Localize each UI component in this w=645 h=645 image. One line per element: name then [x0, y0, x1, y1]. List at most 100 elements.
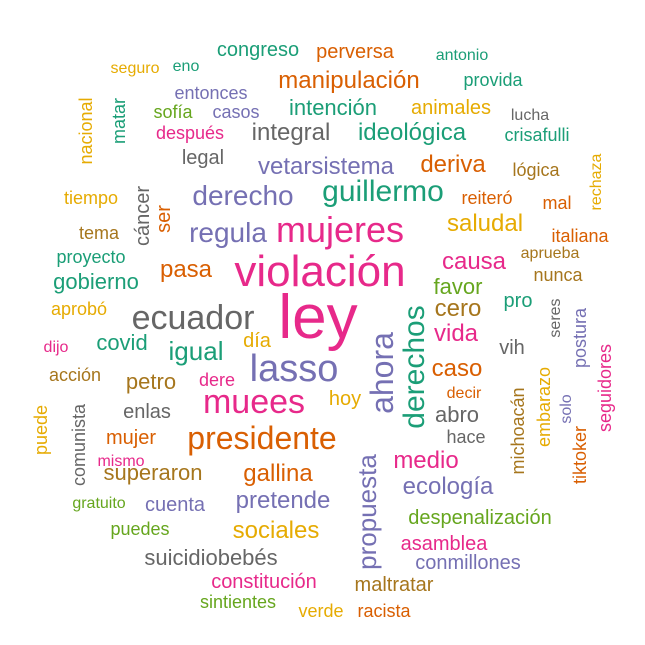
word-mujeres: mujeres	[275, 209, 405, 250]
word-conmillones: conmillones	[415, 552, 521, 574]
word-derecho: derecho	[192, 180, 294, 211]
word-nunca: nunca	[533, 265, 583, 285]
word-suicidiobebes: suicidiobebés	[144, 545, 278, 570]
word-comunista: comunista	[69, 403, 89, 487]
word-tiempo: tiempo	[63, 188, 119, 208]
word-verde: verde	[298, 601, 344, 621]
word-proyecto: proyecto	[56, 247, 126, 267]
word-decir: decir	[446, 385, 482, 402]
word-antonio: antonio	[435, 47, 489, 64]
word-congreso: congreso	[216, 39, 300, 61]
word-reitero: reiteró	[461, 188, 513, 208]
word-mismo: mismo	[97, 453, 145, 470]
word-racista: racista	[357, 601, 411, 621]
word-ecuador: ecuador	[131, 299, 255, 337]
word-mal: mal	[542, 193, 572, 213]
word-causa: causa	[441, 248, 507, 275]
word-muees: muees	[202, 383, 306, 421]
word-manipulacion: manipulación	[278, 67, 420, 94]
word-michoacan: michoacán	[508, 387, 528, 475]
word-maltratar: maltratar	[354, 574, 434, 596]
word-aprueba: aprueba	[520, 245, 580, 262]
word-abro: abro	[434, 402, 480, 427]
word-nacional: nacional	[76, 97, 96, 165]
word-gobierno: gobierno	[53, 269, 139, 294]
word-saludal: saludal	[446, 210, 524, 237]
word-aprobo: aprobó	[50, 299, 108, 319]
word-sociales: sociales	[232, 517, 320, 544]
word-integral: integral	[251, 119, 331, 146]
word-igual: igual	[168, 336, 224, 366]
word-entonces: entonces	[174, 83, 248, 103]
word-pro: pro	[503, 290, 533, 312]
word-favor: favor	[433, 274, 483, 299]
word-pasa: pasa	[159, 256, 213, 283]
word-sintientes: sintientes	[199, 592, 277, 612]
word-superaron: superaron	[103, 460, 203, 485]
word-hace: hace	[446, 427, 486, 447]
word-eno: eno	[172, 58, 200, 75]
word-despues: después	[155, 123, 225, 143]
word-tema: tema	[78, 223, 120, 243]
word-lucha: lucha	[510, 107, 550, 124]
word-puedes: puedes	[110, 519, 170, 539]
word-covid: covid	[96, 330, 148, 355]
word-medio: medio	[393, 447, 459, 474]
word-tiktoker: tiktoker	[570, 425, 590, 485]
word-cero: cero	[434, 295, 482, 322]
word-caso: caso	[431, 355, 483, 382]
word-vida: vida	[433, 320, 479, 347]
word-violacion: violación	[234, 247, 406, 296]
word-casos: casos	[212, 102, 260, 122]
word-dijo: dijo	[43, 339, 69, 356]
word-derechos: derechos	[398, 305, 431, 429]
word-legal: legal	[181, 147, 225, 169]
word-vih: vih	[499, 337, 525, 359]
word-accion: acción	[48, 365, 102, 385]
word-propuesta: propuesta	[352, 454, 382, 570]
word-matar: matar	[109, 97, 129, 145]
word-dia: día	[243, 330, 271, 352]
word-vetarsistema: vetarsistema	[257, 153, 395, 180]
word-presidente: presidente	[187, 420, 337, 456]
word-regula: regula	[189, 217, 267, 248]
word-intencion: intención	[288, 95, 378, 120]
word-seguidores: seguidores	[595, 343, 615, 433]
word-animales: animales	[410, 97, 492, 119]
word-constitucion: constitución	[211, 571, 317, 593]
word-crisafulli: crisafulli	[504, 125, 570, 145]
word-rechaza: rechaza	[588, 153, 605, 211]
word-italiana: italiana	[551, 226, 609, 246]
word-perversa: perversa	[316, 41, 394, 63]
word-mujer: mujer	[105, 427, 157, 449]
word-ideologica: ideológica	[357, 119, 467, 146]
word-petro: petro	[125, 369, 177, 394]
word-provida: provida	[463, 70, 523, 90]
word-ahora: ahora	[364, 332, 400, 414]
word-hoy: hoy	[328, 388, 362, 410]
word-ley: ley	[278, 283, 358, 352]
word-dere: dere	[198, 370, 236, 390]
word-deriva: deriva	[420, 151, 486, 178]
word-puede: puede	[31, 404, 51, 456]
word-gallina: gallina	[243, 460, 313, 487]
word-guillermo: guillermo	[322, 175, 444, 208]
word-gratuito: gratuito	[72, 495, 126, 512]
word-despenalizacion: despenalización	[408, 507, 552, 529]
word-cuenta: cuenta	[144, 494, 206, 516]
word-embarazo: embarazo	[534, 366, 554, 448]
word-sofia: sofía	[153, 102, 193, 122]
word-pretende: pretende	[235, 487, 331, 514]
word-postura: postura	[570, 307, 590, 369]
word-enlas: enlas	[123, 401, 171, 423]
word-asamblea: asamblea	[400, 533, 488, 555]
word-solo: solo	[558, 394, 575, 424]
word-seres: seres	[547, 298, 564, 338]
word-lasso: lasso	[249, 348, 339, 390]
word-ecologia: ecología	[402, 473, 494, 500]
word-logica: lógica	[512, 160, 560, 180]
word-ser: ser	[153, 205, 175, 233]
word-cancer: cáncer	[132, 185, 154, 247]
word-seguro: seguro	[110, 60, 160, 77]
